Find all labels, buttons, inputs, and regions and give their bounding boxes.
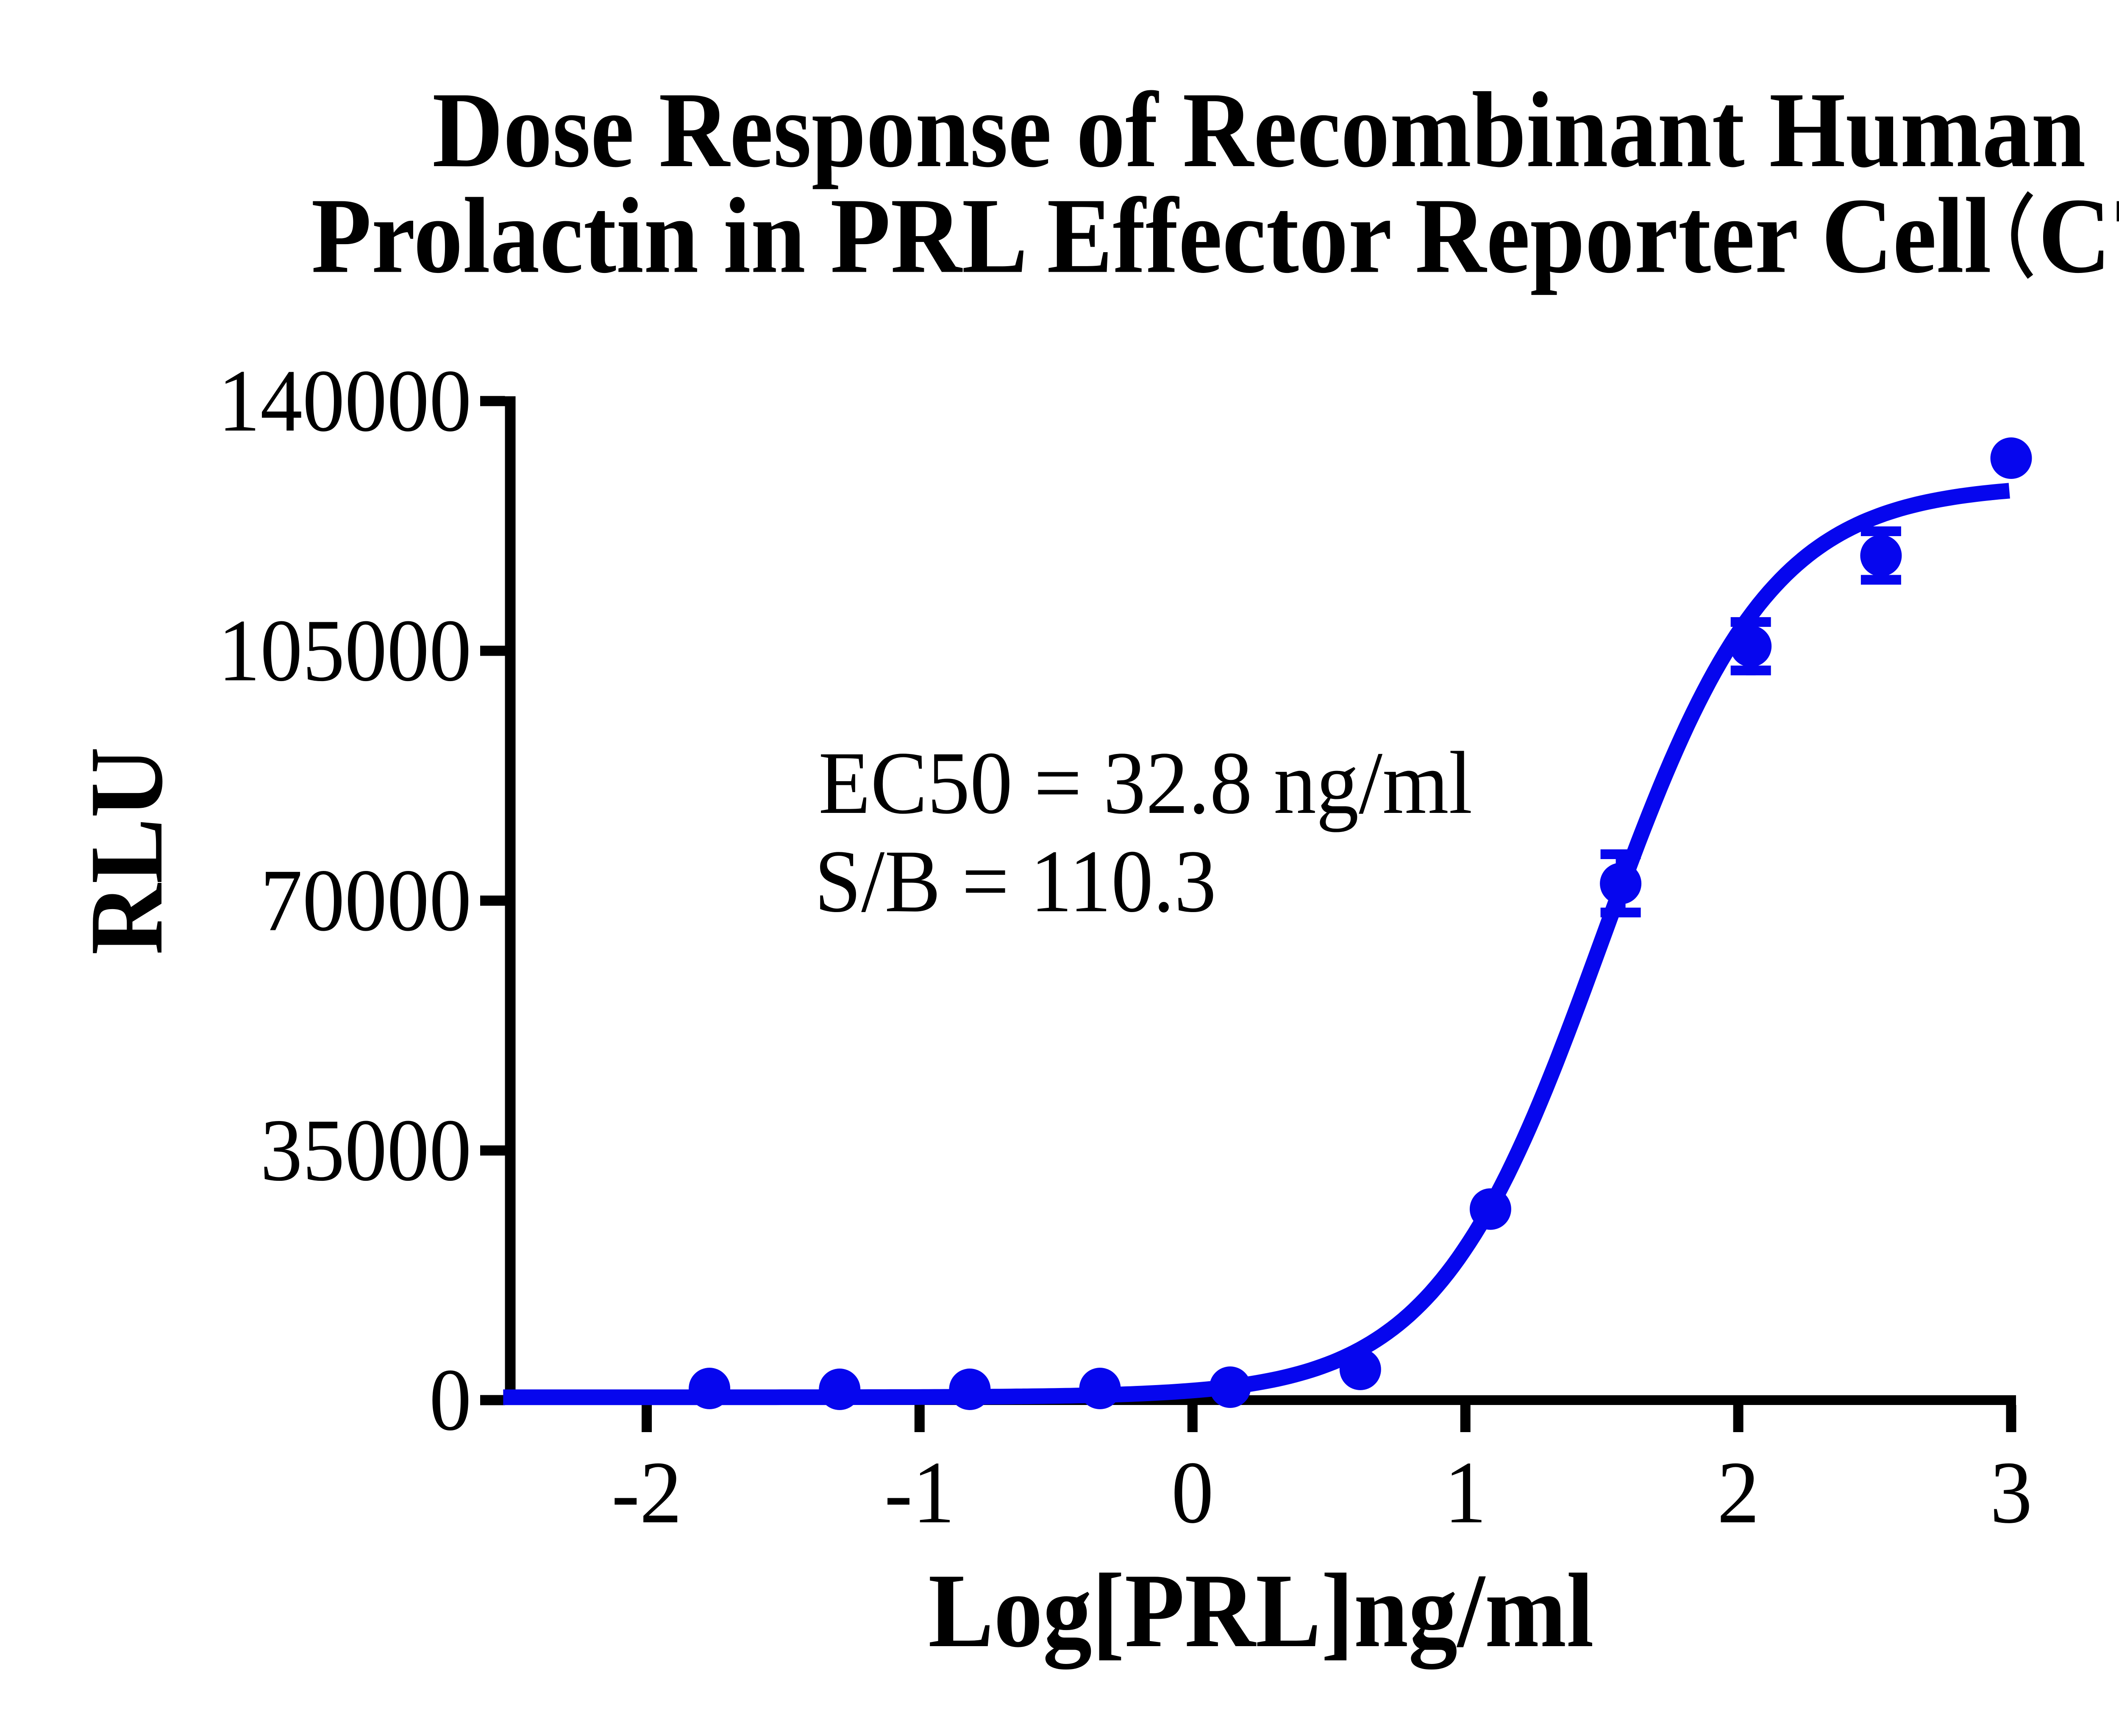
svg-text:Dose Response of Recombinant H: Dose Response of Recombinant Human <box>432 70 2086 190</box>
svg-text:C7: C7 <box>2038 176 2119 295</box>
svg-text:3: 3 <box>1990 1443 2033 1542</box>
svg-text:35000: 35000 <box>260 1101 471 1199</box>
svg-text:2: 2 <box>1717 1443 1760 1542</box>
svg-text:1: 1 <box>1444 1443 1487 1542</box>
svg-text:0: 0 <box>429 1351 472 1449</box>
svg-text:EC50 = 32.8 ng/ml: EC50 = 32.8 ng/ml <box>818 733 1472 832</box>
svg-text:140000: 140000 <box>218 352 471 450</box>
svg-text:105000: 105000 <box>218 601 471 700</box>
svg-text:S/B = 110.3: S/B = 110.3 <box>815 832 1216 931</box>
svg-text:Prolactin in PRL Effector Repo: Prolactin in PRL Effector Reporter Cell <box>311 175 1991 295</box>
svg-text:-1: -1 <box>884 1443 955 1542</box>
svg-text:Log[PRL]ng/ml: Log[PRL]ng/ml <box>928 1552 1594 1669</box>
svg-text:RLU: RLU <box>68 747 184 955</box>
svg-text:0: 0 <box>1171 1443 1214 1542</box>
svg-text:-2: -2 <box>612 1443 682 1542</box>
svg-text:70000: 70000 <box>260 851 471 950</box>
